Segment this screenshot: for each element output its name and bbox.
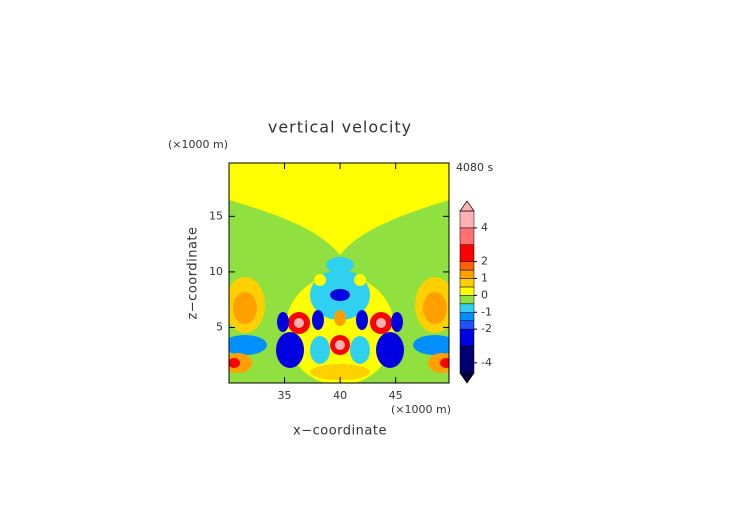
colorbar-band [459, 295, 475, 305]
plot-frame [228, 162, 450, 384]
y-unit: (×1000 m) [168, 138, 228, 151]
colorbar-over [459, 200, 475, 212]
colorbar-tick-label: -4 [481, 356, 492, 369]
time-label: 4080 s [456, 161, 493, 174]
colorbar-band [459, 328, 475, 347]
x-axis-label: x−coordinate [293, 424, 387, 439]
colorbar-tick-label: 1 [481, 272, 488, 285]
colorbar-band [459, 320, 475, 330]
colorbar-band [459, 303, 475, 313]
colorbar-tick-label: -2 [481, 322, 492, 335]
y-tick-label: 15 [209, 209, 223, 222]
y-tick-label: 5 [216, 320, 223, 333]
colorbar-band [459, 210, 475, 229]
colorbar-band [459, 345, 475, 374]
colorbar-tick-label: -1 [481, 305, 492, 318]
colorbar-band [459, 261, 475, 271]
colorbar-band [459, 244, 475, 262]
x-tick-label: 40 [333, 389, 347, 402]
colorbar-tick-label: 4 [481, 221, 488, 234]
x-tick-label: 35 [278, 389, 292, 402]
y-axis-label: z−coordinate [186, 226, 201, 319]
colorbar-under [459, 372, 475, 384]
colorbar-tick-label: 0 [481, 288, 488, 301]
colorbar-band [459, 227, 475, 245]
contour-field [229, 163, 449, 383]
x-unit: (×1000 m) [391, 403, 451, 416]
colorbar-band [459, 312, 475, 321]
colorbar-band [459, 286, 475, 296]
colorbar-tick-label: 2 [481, 255, 488, 268]
y-tick-label: 10 [209, 265, 223, 278]
colorbar-band [459, 278, 475, 288]
colorbar-band [459, 269, 475, 279]
chart-title: vertical velocity [268, 118, 412, 137]
x-tick-label: 45 [389, 389, 403, 402]
